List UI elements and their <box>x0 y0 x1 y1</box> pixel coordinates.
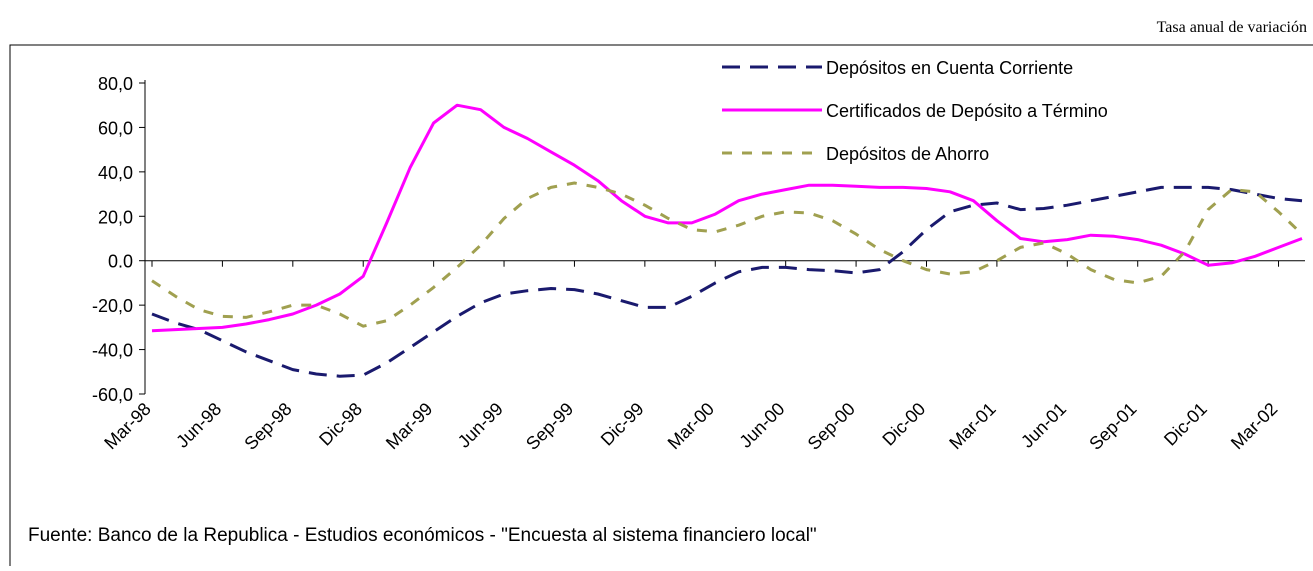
x-tick-label: Jun-01 <box>1017 399 1070 452</box>
x-tick-label: Mar-01 <box>945 399 999 453</box>
y-tick-label: -20,0 <box>92 296 133 316</box>
x-tick-label: Jun-98 <box>172 399 225 452</box>
x-tick-label: Mar-99 <box>382 399 436 453</box>
x-tick-label: Sep-99 <box>522 399 577 454</box>
x-tick-label: Dic-98 <box>315 399 366 450</box>
y-tick-label: 20,0 <box>98 207 133 227</box>
x-tick-label: Sep-98 <box>240 399 295 454</box>
x-tick-label: Dic-01 <box>1160 399 1211 450</box>
frame <box>9 44 1313 566</box>
legend-label: Depósitos en Cuenta Corriente <box>826 58 1073 78</box>
y-tick-label: 60,0 <box>98 118 133 138</box>
x-tick-label: Jun-99 <box>454 399 507 452</box>
series-line <box>151 103 1303 333</box>
x-tick-label: Mar-00 <box>664 399 718 453</box>
chart-source: Fuente: Banco de la Republica - Estudios… <box>28 525 817 546</box>
x-tick-label: Jun-00 <box>735 399 788 452</box>
y-tick-label: 0.0 <box>108 252 133 272</box>
legend-label: Certificados de Depósito a Término <box>826 101 1108 121</box>
chart-note: Tasa anual de variación <box>1157 19 1307 36</box>
y-tick-label: 40,0 <box>98 163 133 183</box>
y-tick-label: 80,0 <box>98 74 133 94</box>
x-tick-label: Dic-00 <box>878 399 929 450</box>
x-tick-label: Sep-01 <box>1085 399 1140 454</box>
y-tick-label: -40,0 <box>92 341 133 361</box>
x-tick-label: Dic-99 <box>597 399 648 450</box>
x-tick-label: Mar-98 <box>100 399 154 453</box>
legend-label: Depósitos de Ahorro <box>826 144 989 164</box>
series-line <box>151 185 1303 378</box>
x-tick-label: Mar-02 <box>1227 399 1281 453</box>
x-tick-label: Sep-00 <box>804 399 859 454</box>
y-tick-label: -60,0 <box>92 385 133 405</box>
series-line <box>151 181 1304 328</box>
